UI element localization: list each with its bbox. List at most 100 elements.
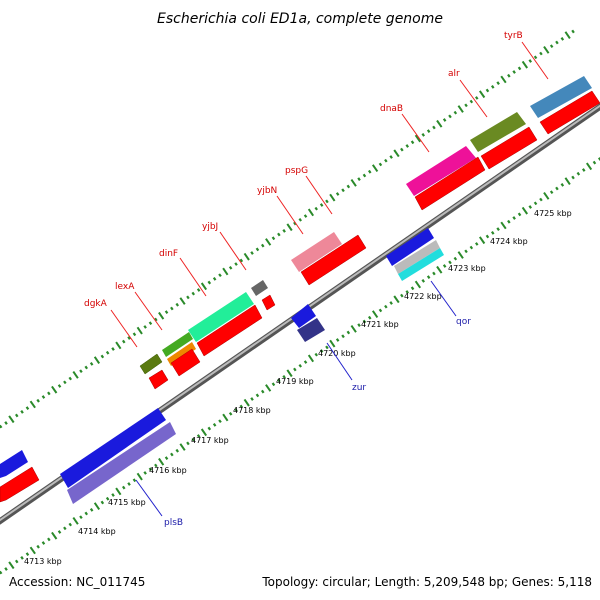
tick-mark bbox=[500, 75, 507, 84]
tick-mark bbox=[111, 493, 115, 497]
gene-zur-arrow[interactable] bbox=[297, 318, 325, 342]
tick-mark bbox=[63, 380, 67, 385]
tick-mark bbox=[496, 227, 500, 232]
tick-mark bbox=[357, 177, 361, 182]
gene-arrow[interactable] bbox=[196, 304, 263, 357]
tick-mark bbox=[371, 310, 379, 318]
tick-mark bbox=[100, 354, 105, 359]
gene-dgkA-arrow[interactable] bbox=[139, 353, 163, 375]
forward-strand-genes bbox=[0, 76, 592, 478]
tick-mark bbox=[277, 232, 281, 237]
gene-arrow[interactable] bbox=[170, 348, 201, 377]
gene-arrow[interactable] bbox=[414, 156, 486, 211]
tick-mark bbox=[507, 219, 511, 224]
tick-mark bbox=[29, 546, 36, 555]
tick-mark bbox=[367, 315, 372, 320]
tick-mark bbox=[564, 177, 571, 185]
tick-mark bbox=[277, 378, 281, 383]
tick-mark bbox=[303, 360, 308, 364]
kbp-label: 4722 kbp bbox=[404, 292, 442, 301]
tick-mark bbox=[4, 567, 8, 571]
tick-mark bbox=[475, 96, 479, 100]
tick-mark bbox=[457, 105, 464, 113]
tick-mark bbox=[585, 162, 593, 171]
gene-arrow[interactable] bbox=[60, 408, 166, 488]
gene-arrow[interactable] bbox=[539, 90, 600, 135]
tick-mark bbox=[533, 201, 538, 206]
tick-mark bbox=[63, 526, 67, 531]
gene-label-tyrB: tyrB bbox=[504, 31, 523, 41]
gene-yjbN-arrow[interactable] bbox=[291, 232, 342, 272]
leader-line bbox=[521, 41, 549, 80]
tick-mark bbox=[250, 251, 254, 255]
kbp-label: 4714 kbp bbox=[78, 527, 116, 536]
tick-mark bbox=[293, 367, 297, 372]
gene-alr-arrow[interactable] bbox=[470, 112, 526, 152]
gene-arrow[interactable] bbox=[261, 294, 276, 311]
gene-qor-arrow[interactable] bbox=[394, 240, 440, 274]
tick-mark bbox=[469, 99, 474, 104]
gene-lexA-arrow[interactable] bbox=[162, 332, 193, 357]
gene-arrow[interactable] bbox=[148, 369, 169, 390]
gene-label-pspG: pspG bbox=[285, 166, 308, 176]
gene-tyrB-arrow[interactable] bbox=[530, 76, 592, 118]
gene-arrow[interactable] bbox=[386, 228, 434, 266]
tick-mark bbox=[475, 242, 479, 246]
gene-arrow[interactable] bbox=[480, 126, 538, 170]
tick-mark bbox=[8, 561, 15, 570]
tick-mark bbox=[25, 552, 30, 557]
tick-mark bbox=[260, 243, 265, 248]
tick-mark bbox=[89, 361, 94, 366]
gene-plsB-arrow[interactable] bbox=[67, 422, 176, 504]
tick-mark bbox=[341, 334, 345, 339]
tick-mark bbox=[218, 419, 222, 424]
tick-mark bbox=[478, 90, 486, 99]
tick-mark bbox=[325, 345, 329, 350]
tick-mark bbox=[186, 441, 190, 446]
leader-line bbox=[110, 309, 138, 348]
tick-mark bbox=[314, 352, 318, 357]
tick-mark bbox=[576, 171, 581, 176]
tick-mark bbox=[0, 570, 3, 575]
tick-mark bbox=[426, 129, 431, 134]
gene-arrow[interactable] bbox=[291, 304, 316, 328]
tick-mark bbox=[265, 384, 272, 392]
tick-mark bbox=[127, 336, 131, 340]
leader-line bbox=[134, 291, 163, 331]
gene-arrow[interactable] bbox=[0, 450, 28, 478]
tick-mark bbox=[571, 175, 575, 180]
tick-mark bbox=[346, 330, 351, 335]
kbp-label: 4721 kbp bbox=[361, 320, 399, 329]
gene-arrow[interactable] bbox=[300, 234, 367, 286]
tick-mark bbox=[286, 223, 293, 232]
gene-lexA-arrow[interactable] bbox=[167, 342, 196, 366]
tick-mark bbox=[436, 265, 443, 274]
tick-mark bbox=[528, 205, 533, 209]
gene-yjbJ-arrow[interactable] bbox=[251, 280, 268, 296]
tick-mark bbox=[314, 206, 318, 211]
tick-mark bbox=[346, 184, 351, 189]
gene-arrow[interactable] bbox=[0, 466, 40, 503]
tick-mark bbox=[335, 192, 340, 196]
tick-mark bbox=[41, 395, 46, 399]
tick-mark bbox=[121, 485, 126, 490]
tick-mark bbox=[14, 559, 19, 564]
tick-mark bbox=[148, 467, 153, 472]
tick-mark bbox=[319, 349, 324, 353]
gene-qor-arrow[interactable] bbox=[398, 248, 444, 281]
gene-dinF-arrow[interactable] bbox=[188, 292, 254, 342]
kbp-label: 4713 kbp bbox=[24, 557, 62, 566]
tick-mark bbox=[20, 409, 24, 414]
leader-line bbox=[305, 175, 333, 215]
tick-mark bbox=[453, 110, 458, 115]
tick-mark bbox=[286, 369, 293, 378]
tick-mark bbox=[421, 278, 426, 283]
tick-mark bbox=[367, 169, 372, 174]
gene-dnaB-arrow[interactable] bbox=[406, 146, 476, 196]
tick-mark bbox=[250, 397, 254, 401]
tick-mark bbox=[298, 217, 302, 222]
tick-mark bbox=[560, 36, 565, 41]
tick-mark bbox=[329, 193, 336, 202]
tick-mark bbox=[239, 258, 244, 263]
